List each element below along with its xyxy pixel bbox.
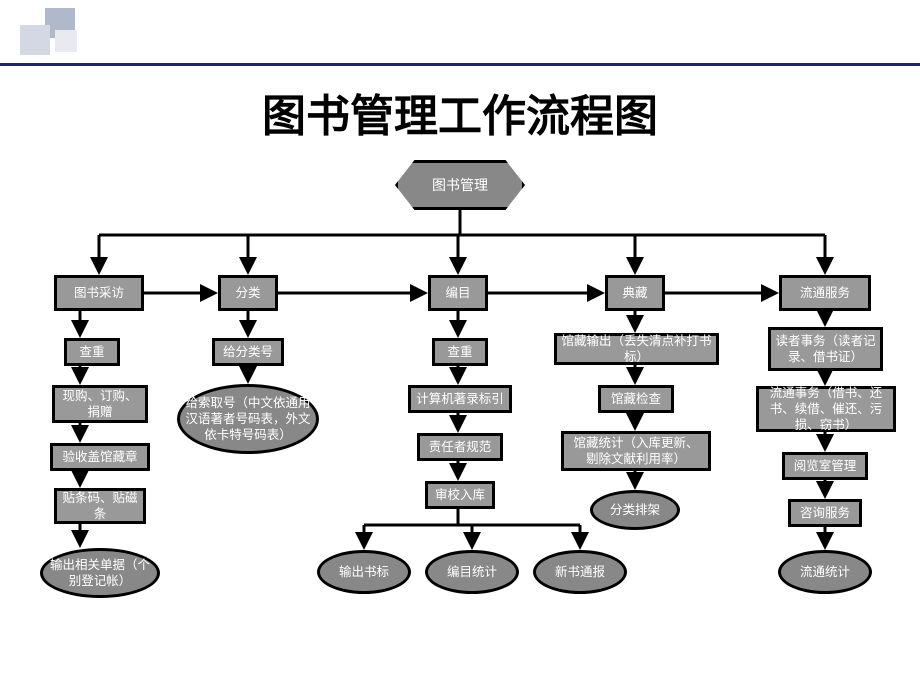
node-c1: 图书采访 [54, 275, 144, 311]
node-e2: 计算机著录标引 [408, 385, 512, 413]
node-e4: 审校入库 [425, 481, 495, 509]
node-d3: 馆藏统计（入库更新、剔除文献利用率） [561, 431, 711, 471]
node-a5: 输出相关单据（个别登记帐） [40, 548, 160, 598]
node-e5a: 输出书标 [317, 550, 411, 594]
node-d4: 分类排架 [590, 490, 680, 530]
node-c2: 分类 [218, 275, 278, 311]
node-f4: 咨询服务 [788, 499, 862, 527]
node-f3: 阅览室管理 [782, 452, 868, 480]
node-d1: 馆藏输出（丢失清点补打书标） [554, 333, 719, 365]
node-c4: 典藏 [605, 275, 665, 311]
node-a3: 验收盖馆藏章 [50, 443, 150, 471]
node-f2: 流通事务（借书、还书、续借、催还、污损、窃书） [756, 386, 896, 432]
node-e1: 查重 [432, 338, 488, 366]
node-d2: 馆藏检查 [598, 385, 674, 413]
node-b2: 给索取号（中文依通用汉语著者号码表，外文依卡特号码表） [177, 384, 319, 454]
node-b1: 给分类号 [212, 338, 284, 366]
flowchart: 图书管理图书采访 分类 编目 典藏 流通服务查重现购、订购、捐赠验收盖馆藏章贴条码、贴磁… [0, 150, 920, 690]
node-a4: 贴条码、贴磁条 [54, 488, 146, 524]
node-a2: 现购、订购、捐赠 [52, 385, 148, 423]
node-f5: 流通统计 [778, 550, 872, 594]
node-root: 图书管理 [395, 160, 525, 210]
node-c3: 编目 [428, 275, 488, 311]
node-c5: 流通服务 [779, 275, 871, 311]
node-e5b: 编目统计 [425, 550, 519, 594]
corner-decoration [0, 0, 120, 60]
node-a1: 查重 [64, 338, 120, 366]
top-accent-bar [0, 63, 920, 66]
node-f1: 读者事务（读者记录、借书证） [768, 327, 883, 371]
node-e3: 责任者规范 [417, 433, 503, 461]
page-title: 图书管理工作流程图 [0, 80, 920, 144]
node-e5c: 新书通报 [533, 550, 627, 594]
